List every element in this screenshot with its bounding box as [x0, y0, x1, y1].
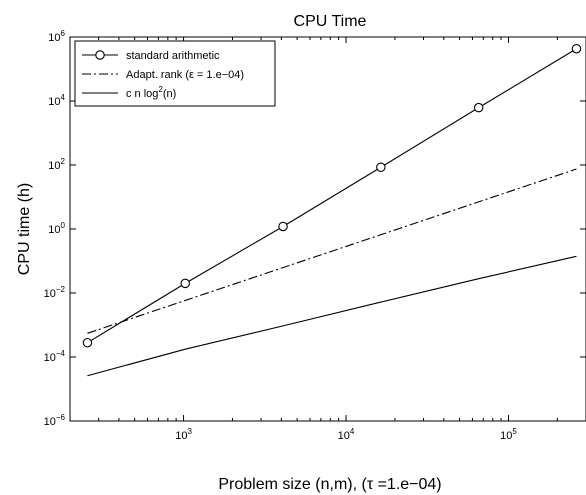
series-line-3: [87, 255, 577, 377]
series-line-2: [87, 168, 577, 334]
series-1-point: [180, 278, 190, 289]
series-line-1: [87, 48, 577, 344]
axis-ticks: [69, 36, 586, 422]
legend-label-3: c n log2(n): [126, 85, 176, 100]
y-tick-label: 10−2: [44, 285, 66, 300]
legend-entries: standard arithmetic Adapt. rank (ε = 1.e−…: [82, 50, 244, 100]
legend-box: [74, 40, 276, 107]
y-tick-label: 106: [48, 29, 65, 44]
series-1-point: [278, 221, 288, 232]
tick-labels: 103 104 105 10−6 10−4 10−2 100 102 104 106: [44, 29, 518, 442]
legend: standard arithmetic Adapt. rank (ε = 1.e−…: [74, 40, 276, 107]
x-tick-label: 105: [500, 427, 517, 442]
legend-label-1: standard arithmetic: [126, 50, 220, 62]
x-tick-label: 103: [175, 427, 192, 442]
chart-title: CPU Time: [294, 13, 367, 30]
series-1-point: [376, 162, 386, 173]
series-1-point: [473, 102, 484, 113]
series-1-point: [571, 43, 582, 54]
y-tick-label: 100: [48, 221, 65, 236]
legend-marker-1: [95, 50, 105, 60]
series-1-point: [82, 337, 93, 348]
x-tick-label: 104: [338, 427, 355, 442]
series-layer: [82, 43, 582, 377]
y-tick-label: 102: [48, 157, 65, 172]
y-axis-title: CPU time (h): [16, 183, 33, 275]
y-tick-label: 10−6: [44, 413, 66, 428]
y-tick-label: 10−4: [44, 349, 66, 364]
y-tick-label: 104: [48, 93, 65, 108]
x-axis-title: Problem size (n,m), (τ =1.e−04): [218, 476, 441, 493]
legend-label-2: Adapt. rank (ε = 1.e−04): [126, 69, 244, 81]
